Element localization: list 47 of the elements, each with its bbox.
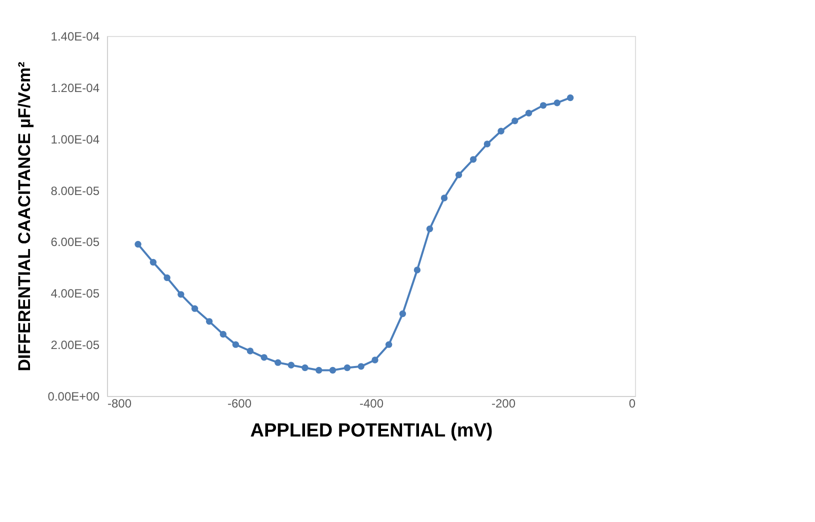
point <box>426 226 434 232</box>
point <box>414 266 421 274</box>
x-tick-label: -800 <box>108 396 132 410</box>
y-tick-label: 4.00E-05 <box>50 286 100 301</box>
point <box>302 364 308 372</box>
y-tick-label: 2.00E-05 <box>50 338 100 352</box>
point <box>288 362 294 368</box>
point <box>344 364 351 372</box>
point <box>246 348 254 354</box>
point <box>498 128 504 134</box>
point <box>164 274 170 282</box>
point <box>134 240 142 248</box>
point <box>329 366 336 374</box>
point <box>316 366 322 374</box>
point <box>455 172 462 178</box>
point <box>372 356 378 364</box>
point <box>525 110 532 116</box>
point <box>512 118 518 124</box>
point <box>554 100 560 106</box>
x-axis-title: APPLIED POTENTIAL (mV) <box>250 420 493 442</box>
point <box>440 194 448 202</box>
x-tick-label: -600 <box>227 396 252 410</box>
point <box>399 310 406 318</box>
y-tick-label: 1.00E-04 <box>50 132 100 146</box>
y-tick-label: 1.20E-04 <box>50 80 100 95</box>
point <box>566 94 574 102</box>
point <box>206 318 213 325</box>
point <box>220 330 227 338</box>
point <box>178 291 184 298</box>
y-tick-label: 8.00E-05 <box>50 184 100 198</box>
y-axis-title: DIFFERENTIAL CAACITANCE µF/Vcm² <box>14 61 34 372</box>
y-tick-label: 0.00E+00 <box>48 390 100 404</box>
y-tick-label: 1.40E-04 <box>50 30 100 44</box>
point <box>470 156 477 163</box>
point <box>150 258 157 266</box>
point <box>191 305 198 312</box>
point <box>232 341 240 348</box>
point <box>260 354 268 361</box>
y-tick-label: 6.00E-05 <box>50 235 100 250</box>
x-tick-label: -200 <box>491 396 516 410</box>
x-tick-label: -400 <box>359 396 384 410</box>
point <box>540 102 547 109</box>
point <box>385 341 392 348</box>
x-tick-label: 0 <box>628 396 636 410</box>
point <box>484 140 491 148</box>
point <box>274 359 282 366</box>
point <box>358 363 364 370</box>
